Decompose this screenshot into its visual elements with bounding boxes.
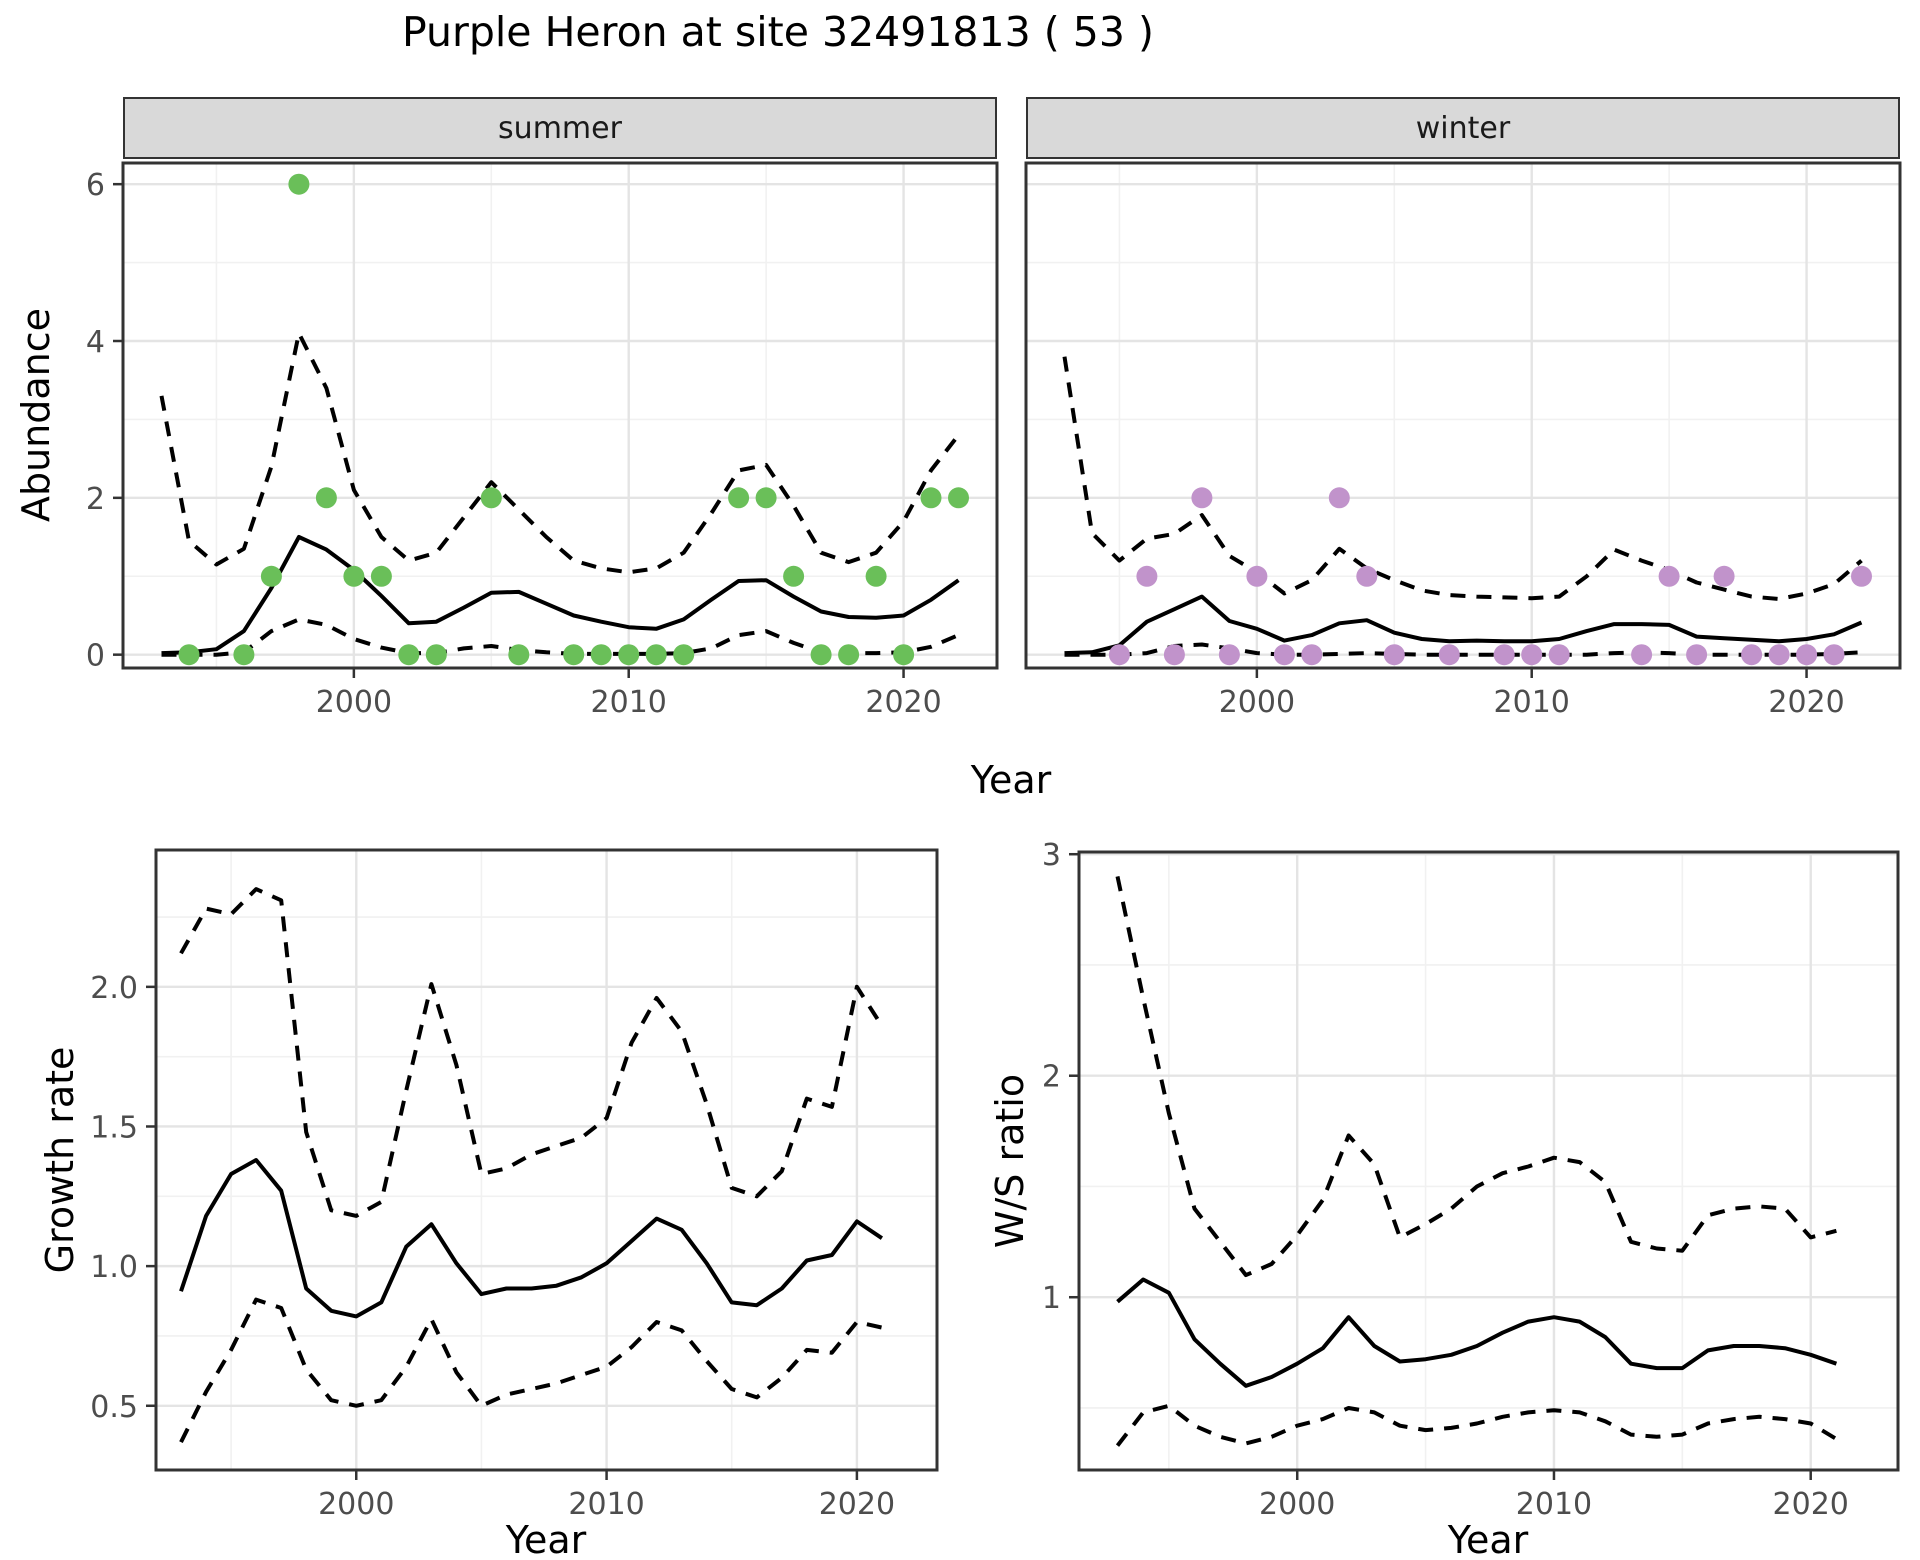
data-point [783, 565, 805, 587]
facet-strip-summer: summer [123, 97, 997, 159]
data-point [480, 487, 502, 509]
facet-strip-summer-label: summer [498, 110, 622, 146]
x-axis-tick-label: 2000 [1219, 685, 1295, 720]
data-point [1273, 644, 1295, 666]
x-axis-tick-label: 2010 [568, 1487, 644, 1522]
y-axis-tick-label: 2.0 [90, 971, 138, 1006]
x-axis-tick-label: 2000 [316, 685, 392, 720]
data-point [398, 644, 420, 666]
data-point [948, 487, 969, 509]
y-axis-tick-label: 4 [86, 325, 105, 360]
panel-border [1024, 161, 1902, 670]
data-point [645, 644, 667, 666]
y-axis-tick-label: 2 [1042, 1060, 1061, 1095]
data-point [920, 487, 942, 509]
fitted-median-line [1116, 1277, 1838, 1388]
y-axis-tick-label: 0 [86, 639, 105, 674]
x-axis-title-growth: Year [505, 1518, 587, 1560]
panel-border [154, 848, 939, 1472]
data-point [315, 487, 337, 509]
y-axis-tick-label: 1.0 [90, 1250, 138, 1285]
x-axis-tick-label: 2020 [1768, 685, 1844, 720]
data-point [1438, 644, 1460, 666]
data-point [1493, 644, 1515, 666]
data-point [1301, 644, 1323, 666]
x-axis-tick-label: 2010 [1494, 685, 1570, 720]
data-point [1356, 565, 1378, 587]
data-point [370, 565, 392, 587]
x-axis-title-top: Year [970, 758, 1052, 802]
data-point [233, 644, 255, 666]
upper-95ci-line [1115, 875, 1837, 1278]
data-point [1713, 565, 1735, 587]
data-point [810, 644, 832, 666]
fitted-median-line [1064, 594, 1863, 656]
data-point [1521, 644, 1543, 666]
data-point [893, 644, 915, 666]
data-point [1631, 644, 1653, 666]
data-point [1741, 644, 1763, 666]
lower-95ci-line [179, 1297, 883, 1443]
data-point [1136, 565, 1158, 587]
facet-strip-winter: winter [1026, 97, 1900, 159]
panel-border [1077, 850, 1900, 1472]
data-point [1823, 644, 1845, 666]
x-axis-tick-label: 2020 [819, 1487, 895, 1522]
data-point [1548, 644, 1570, 666]
data-point [1851, 565, 1872, 587]
data-point [1328, 487, 1350, 509]
data-point [1686, 644, 1708, 666]
data-point [1163, 644, 1185, 666]
data-point [260, 565, 282, 587]
lower-95ci-line [1064, 642, 1862, 657]
data-point [1108, 644, 1130, 666]
upper-95ci-line [159, 331, 961, 575]
data-point [728, 487, 750, 509]
data-point [288, 173, 310, 195]
x-axis-tick-label: 2010 [591, 685, 667, 720]
y-axis-tick-label: 0.5 [90, 1390, 138, 1425]
data-point [865, 565, 887, 587]
data-point [1768, 644, 1790, 666]
data-point [508, 644, 530, 666]
x-axis-title-ws: Year [1447, 1518, 1529, 1560]
lower-95ci-line [1115, 1403, 1838, 1447]
facet-strip-winter-label: winter [1415, 110, 1511, 146]
data-point [618, 644, 640, 666]
data-point [425, 644, 447, 666]
y-axis-tick-label: 1.5 [90, 1110, 138, 1145]
y-axis-tick-label: 2 [86, 482, 105, 517]
data-point [755, 487, 777, 509]
data-point [563, 644, 585, 666]
data-point [1383, 644, 1405, 666]
data-point [1246, 565, 1268, 587]
x-axis-tick-label: 2010 [1516, 1487, 1592, 1522]
x-axis-tick-label: 2020 [865, 685, 941, 720]
plot-title: Purple Heron at site 32491813 ( 53 ) [402, 8, 1154, 56]
upper-95ci-line [179, 887, 884, 1218]
y-axis-tick-label: 3 [1042, 838, 1061, 873]
y-axis-tick-label: 6 [86, 168, 105, 203]
y-axis-tick-label: 1 [1042, 1281, 1061, 1316]
data-point [1191, 487, 1213, 509]
fitted-median-line [161, 535, 960, 656]
data-point [673, 644, 695, 666]
data-point [1218, 644, 1240, 666]
x-axis-tick-label: 2000 [318, 1487, 394, 1522]
x-axis-tick-label: 2020 [1773, 1487, 1849, 1522]
data-point [343, 565, 365, 587]
data-point [590, 644, 612, 666]
x-axis-tick-label: 2000 [1259, 1487, 1335, 1522]
data-point [178, 644, 200, 666]
fitted-median-line [179, 1158, 884, 1319]
lower-95ci-line [161, 617, 960, 657]
data-point [1796, 644, 1818, 666]
upper-95ci-line [1062, 356, 1863, 601]
data-point [1658, 565, 1680, 587]
data-point [838, 644, 860, 666]
panel-border [121, 161, 999, 670]
